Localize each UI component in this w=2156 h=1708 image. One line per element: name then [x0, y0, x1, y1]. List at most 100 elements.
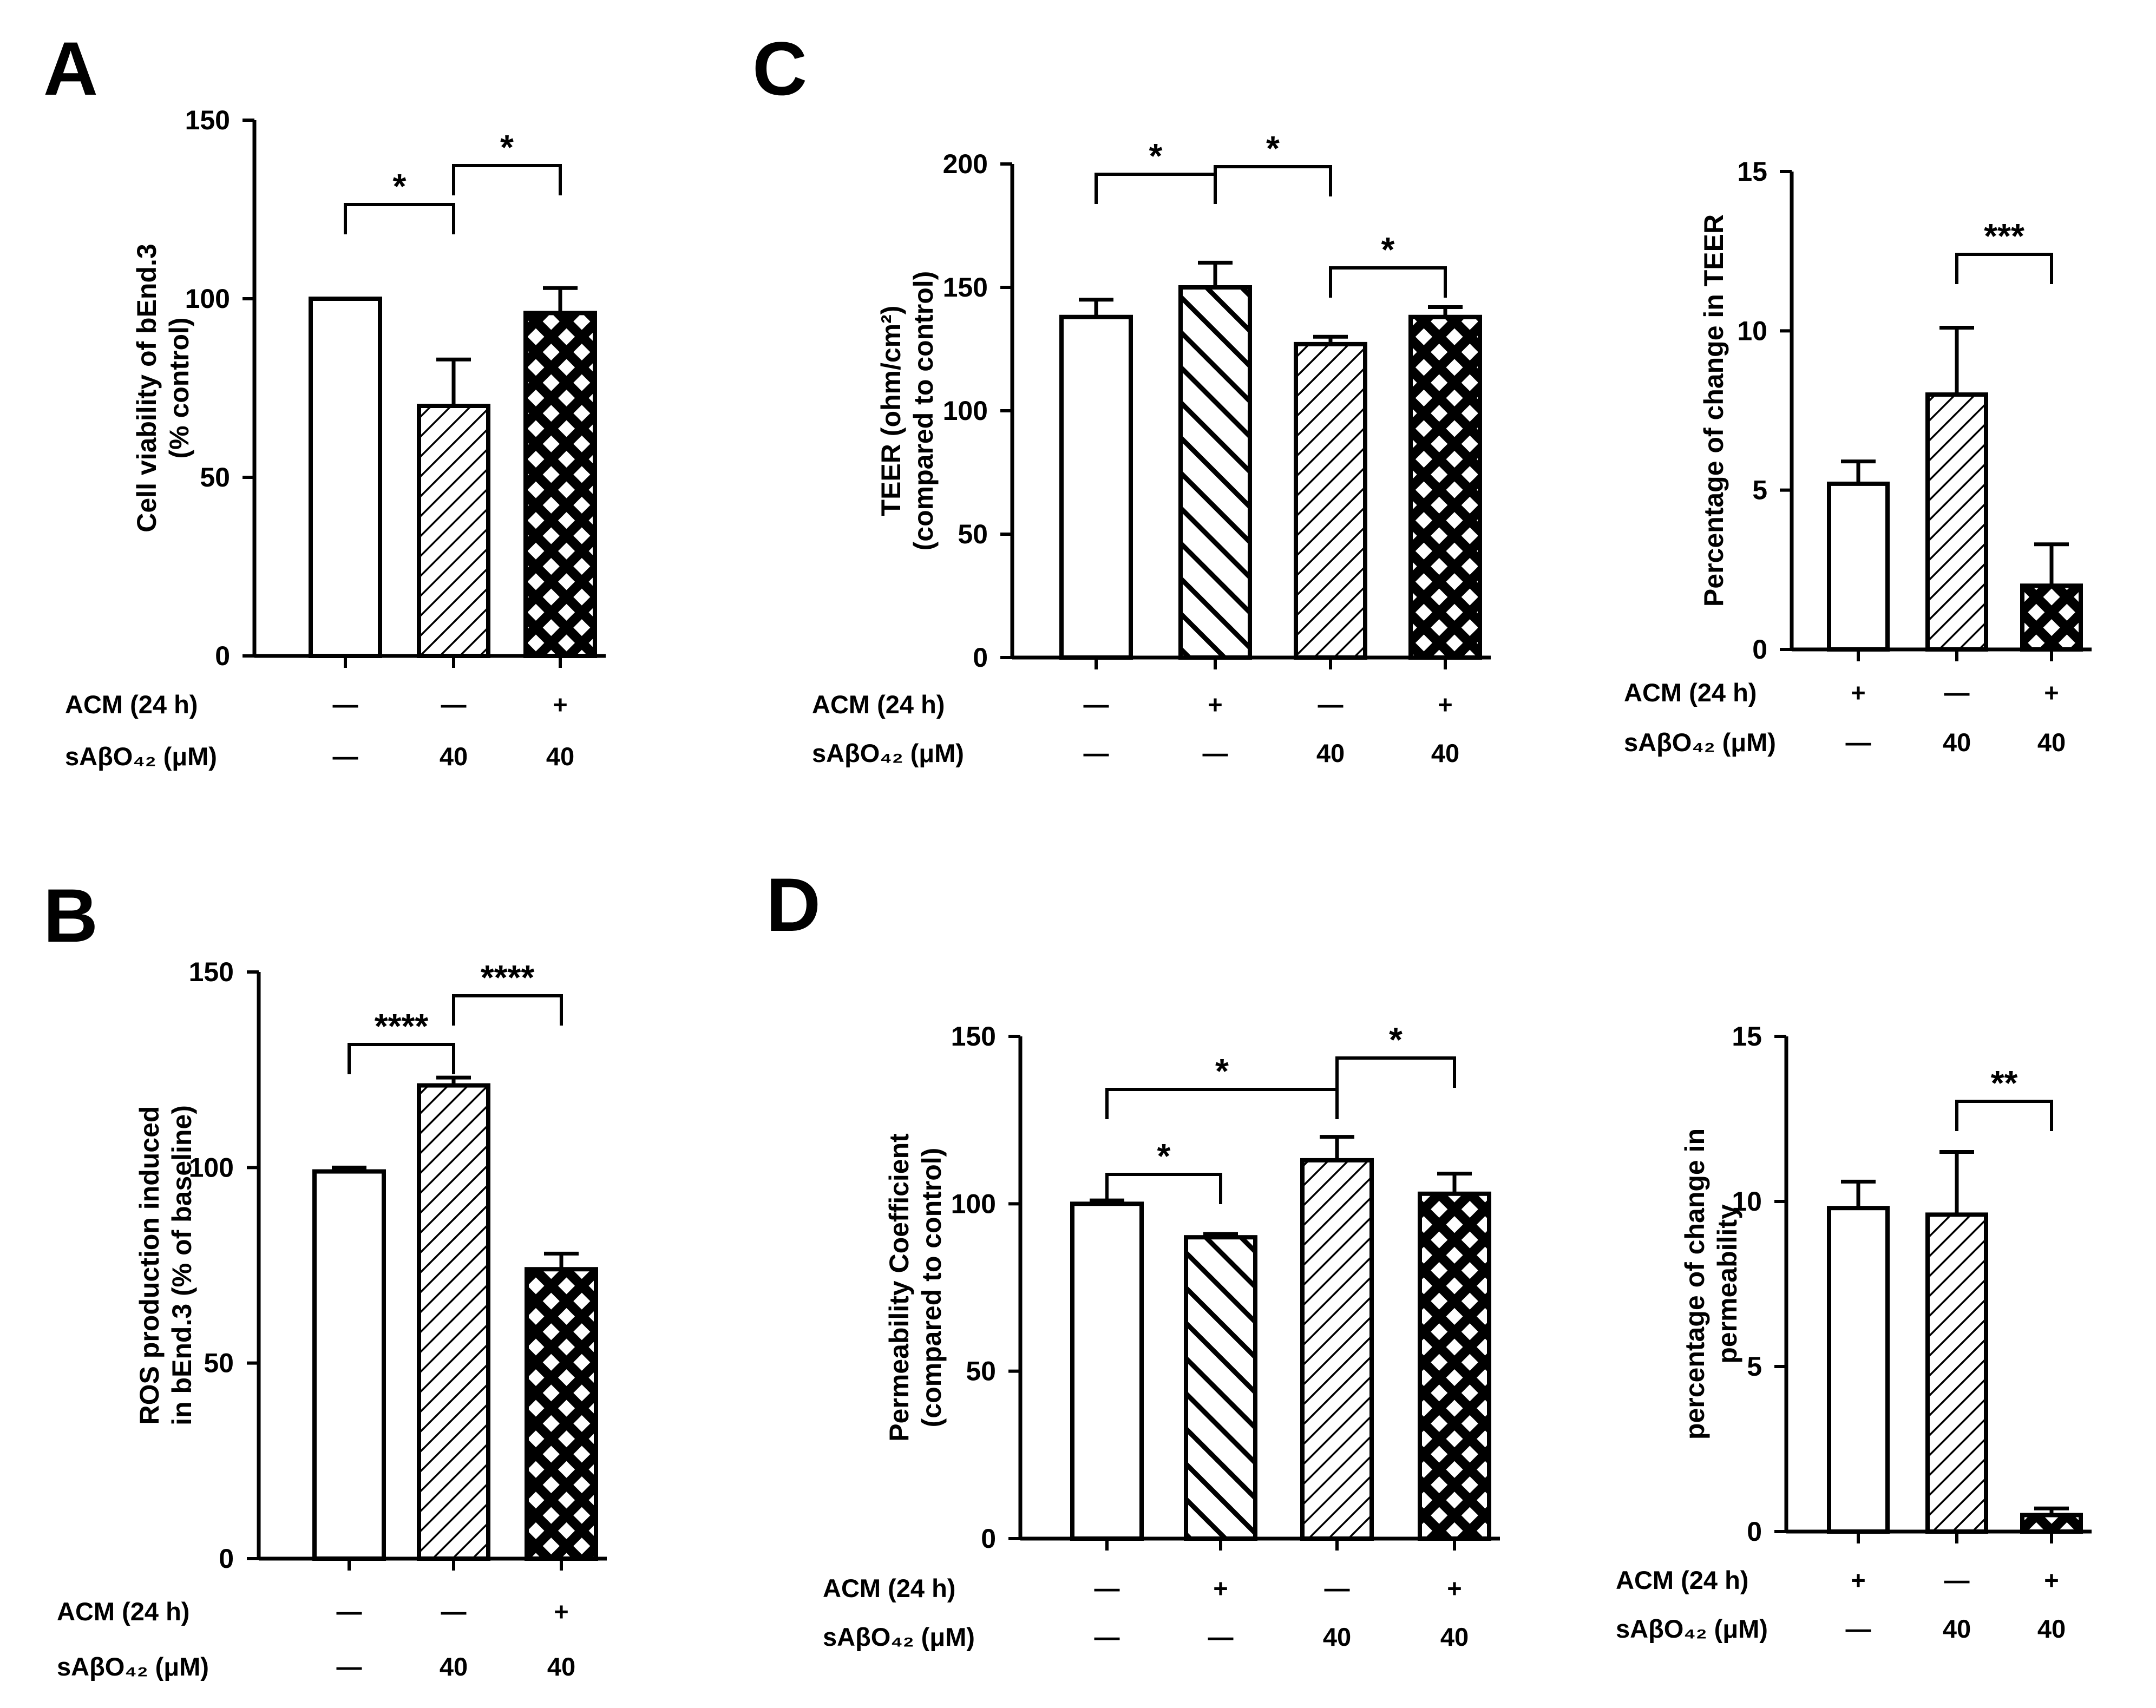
significance-label: *: [1266, 129, 1280, 168]
acm-value: —: [1944, 678, 1970, 707]
acm-value: +: [553, 690, 567, 719]
sabo-value: 40: [547, 1652, 575, 1681]
sabo-value: 40: [1943, 728, 1971, 757]
sabo-row-label: sAβO₄₂ (μM): [1616, 1614, 1768, 1643]
significance-label: *: [1149, 136, 1163, 175]
y-tick-label: 10: [1737, 316, 1767, 346]
sabo-value: —: [1203, 739, 1228, 767]
sabo-value: 40: [2037, 1614, 2066, 1643]
bar-1: [1827, 481, 1890, 652]
sabo-value: 40: [1431, 739, 1459, 767]
y-tick-label: 0: [1752, 634, 1767, 665]
bar-4: [1418, 1191, 1491, 1541]
y-tick-label: 0: [973, 642, 988, 673]
acm-value: +: [1851, 678, 1865, 707]
acm-value: —: [1084, 690, 1109, 719]
y-tick-label: 15: [1732, 1021, 1762, 1052]
y-tick-label: 5: [1752, 475, 1767, 505]
significance-bracket: [1955, 253, 2053, 284]
y-tick-label: 0: [215, 641, 230, 671]
sabo-value: —: [333, 742, 358, 771]
sabo-value: 40: [1323, 1622, 1351, 1651]
acm-value: +: [1851, 1566, 1865, 1594]
significance-bracket: [1329, 266, 1447, 298]
significance-bracket: [1105, 1173, 1222, 1204]
significance-label: ***: [1984, 216, 2024, 255]
acm-row-label: ACM (24 h): [1616, 1566, 1748, 1594]
acm-value: +: [554, 1597, 568, 1626]
acm-value: —: [441, 1597, 467, 1626]
bar-4: [1408, 314, 1482, 660]
bar-2: [417, 404, 490, 658]
y-tick-label: 150: [185, 105, 230, 135]
acm-value: +: [1438, 690, 1452, 719]
y-axis-label: (% control): [164, 317, 194, 458]
acm-value: —: [441, 690, 467, 719]
sabo-row-label: sAβO₄₂ (μM): [57, 1652, 209, 1681]
significance-bracket: [1095, 173, 1217, 204]
significance-bracket: [452, 994, 563, 1026]
y-tick-label: 150: [943, 272, 988, 303]
panel-letter: C: [752, 26, 807, 111]
acm-row-label: ACM (24 h): [1624, 678, 1757, 707]
significance-bracket: [1335, 1056, 1456, 1088]
acm-value: +: [1447, 1574, 1462, 1602]
y-axis-label: ROS production induced: [134, 1106, 165, 1425]
chart-panel-sub-5: 0 5 10 15 percentage of change in permeabilit…: [1616, 1021, 2092, 1643]
acm-row-label: ACM (24 h): [823, 1574, 955, 1602]
acm-value: +: [1208, 690, 1222, 719]
bar-2: [1925, 392, 1988, 652]
y-tick-label: 150: [189, 957, 234, 987]
significance-label: ****: [481, 958, 535, 997]
y-axis-label: in bEnd.3 (% of baseline): [167, 1105, 197, 1425]
chart-panel-sub-3: 0 5 10 15 Percentage of change in TEER *** ACM…: [1624, 156, 2092, 757]
bar-3: [2020, 583, 2083, 652]
bar-3: [1300, 1158, 1374, 1541]
significance-label: *: [1215, 1052, 1229, 1091]
y-tick-label: 5: [1747, 1351, 1762, 1382]
acm-row-label: ACM (24 h): [812, 690, 945, 719]
y-axis-label: (compared to control): [908, 271, 939, 551]
sabo-row-label: sAβO₄₂ (μM): [65, 742, 217, 771]
bar-3: [525, 1267, 598, 1561]
acm-value: +: [1213, 1574, 1228, 1602]
significance-label: **: [1991, 1063, 2018, 1102]
bar-1: [1059, 314, 1133, 660]
significance-bracket: [1214, 165, 1332, 196]
bar-1: [309, 297, 382, 658]
bar-1: [312, 1169, 386, 1561]
sabo-value: 40: [1316, 739, 1345, 767]
y-tick-label: 50: [204, 1348, 234, 1378]
sabo-row-label: sAβO₄₂ (μM): [823, 1622, 975, 1651]
y-axis-label: TEER (ohm/cm²): [876, 306, 906, 516]
sabo-value: 40: [1943, 1614, 1971, 1643]
chart-panel-B-1: B 0 50 100 150 ROS production induced in bEnd.…: [43, 873, 607, 1681]
y-tick-label: 50: [958, 519, 988, 549]
chart-panel-D-4: D 0 50 100 150 Permeability Coefficient (compa…: [766, 862, 1500, 1651]
y-tick-label: 200: [943, 149, 988, 179]
y-axis-label: (compared to control): [916, 1148, 947, 1428]
bar-1: [1827, 1206, 1890, 1534]
sabo-value: 40: [440, 1652, 468, 1681]
sabo-row-label: sAβO₄₂ (μM): [1624, 728, 1776, 757]
y-tick-label: 10: [1732, 1186, 1762, 1217]
y-tick-label: 0: [1747, 1516, 1762, 1547]
bar-3: [1294, 341, 1367, 660]
y-tick-label: 50: [200, 462, 230, 492]
acm-row-label: ACM (24 h): [57, 1597, 189, 1626]
significance-label: *: [1381, 230, 1395, 269]
y-axis-label: Cell viability of bEnd.3: [132, 244, 162, 532]
bar-3: [2020, 1513, 2083, 1534]
panel-letter: B: [43, 873, 98, 958]
bar-2: [1178, 285, 1252, 660]
significance-bracket: [344, 203, 455, 234]
significance-label: *: [393, 167, 407, 206]
bar-3: [523, 311, 597, 658]
sabo-row-label: sAβO₄₂ (μM): [812, 739, 964, 767]
acm-value: —: [1944, 1566, 1970, 1594]
bar-2: [417, 1083, 490, 1561]
acm-value: —: [337, 1597, 362, 1626]
significance-bracket: [1105, 1088, 1339, 1119]
sabo-value: —: [1846, 1614, 1871, 1643]
